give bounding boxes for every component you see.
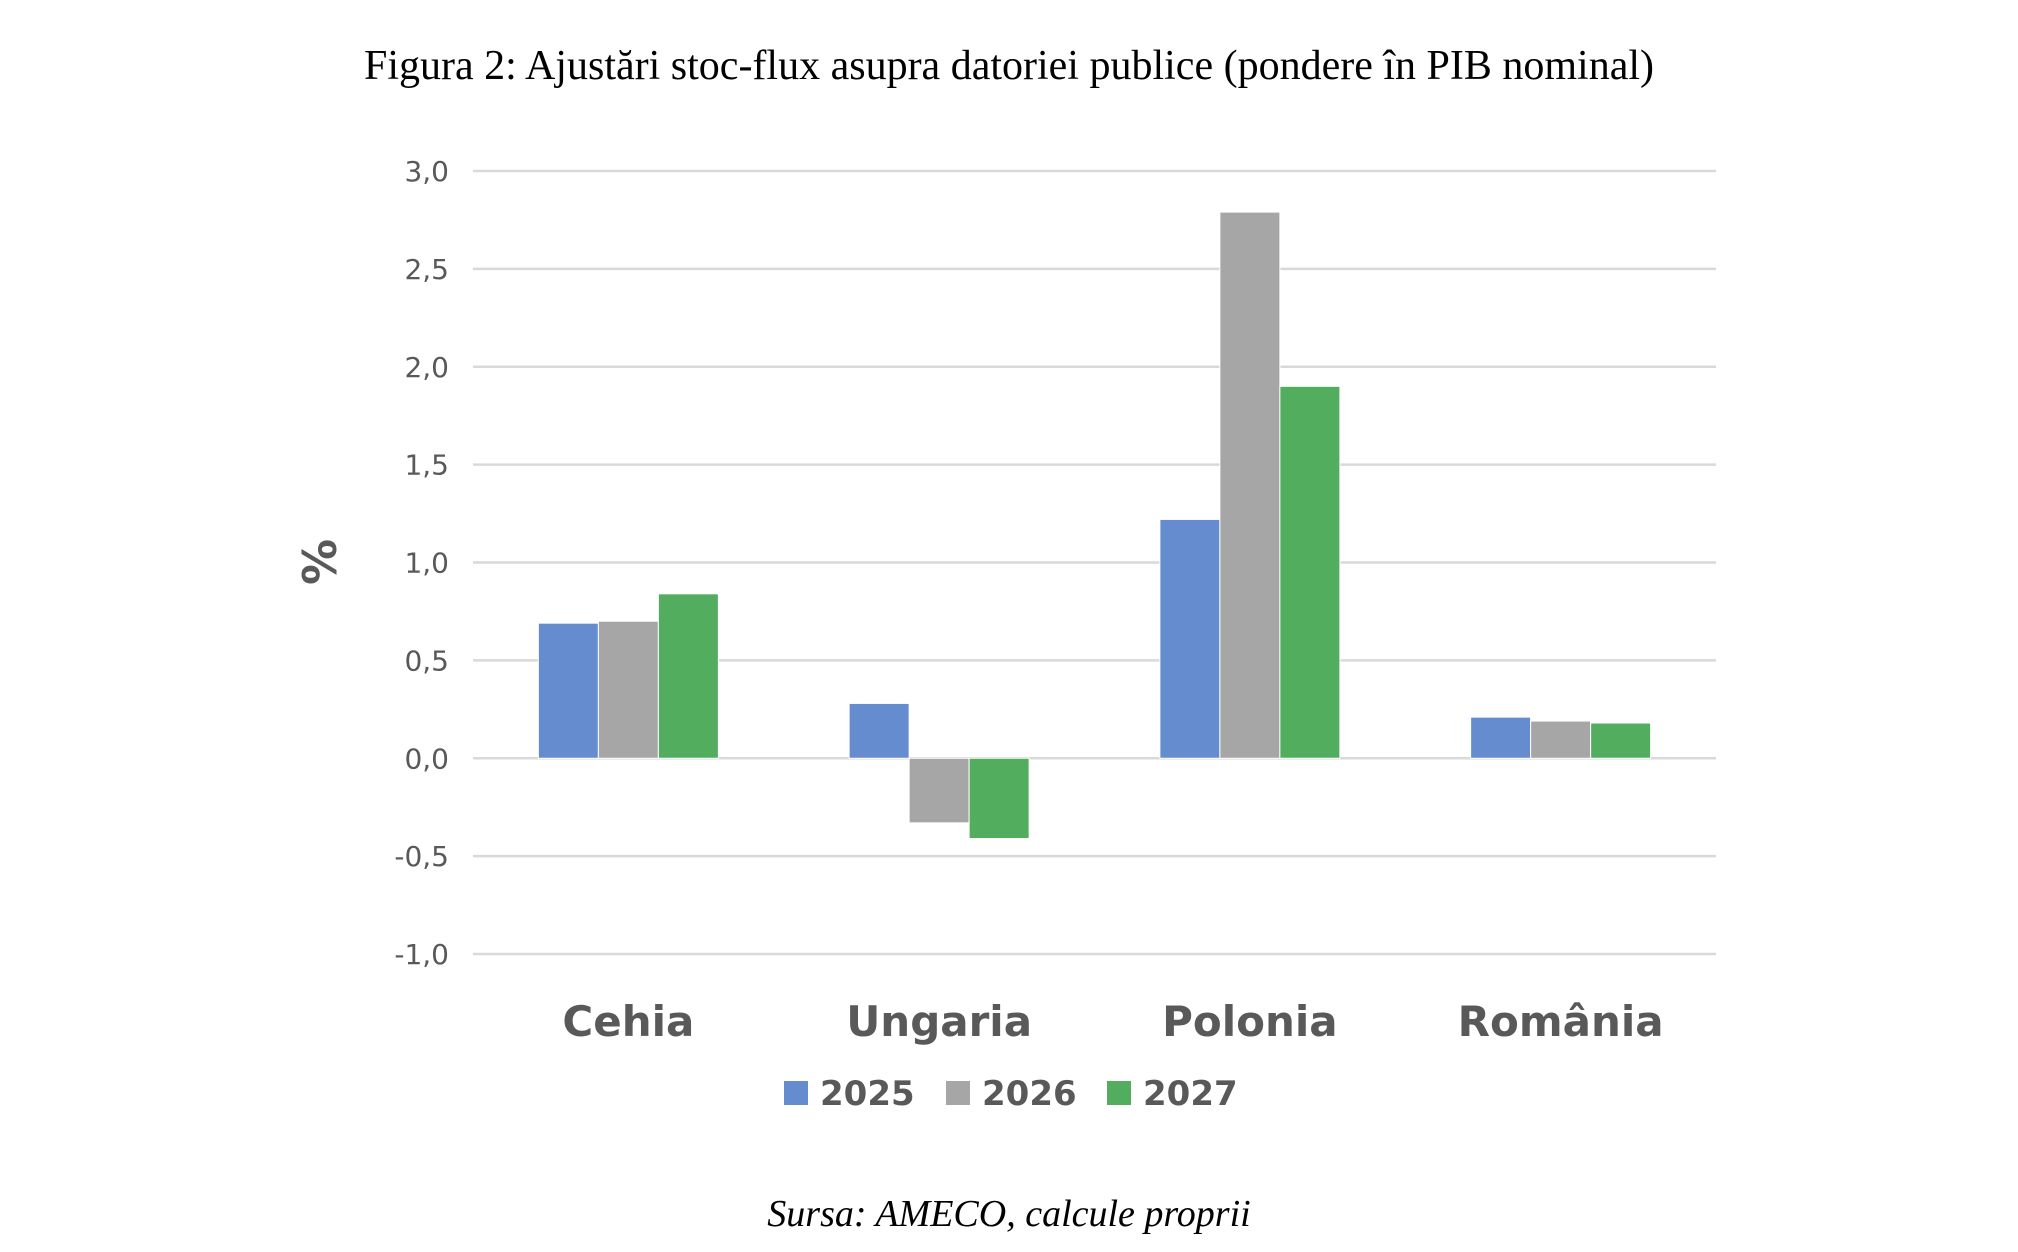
y-tick-label: 0,5 [404,644,449,677]
y-tick-label: 3,0 [404,155,449,188]
bar-2027-polonia [1279,385,1341,759]
legend-label: 2027 [1143,1074,1238,1114]
y-tick-label: -0,5 [394,840,449,873]
bar-2026-ungaria [908,757,970,824]
y-tick-label: 2,5 [404,253,449,286]
y-axis-label: % [293,539,347,585]
y-tick-label: -1,0 [394,938,449,971]
bar-2025-ungaria [848,702,910,759]
bar-2026-polonia [1219,211,1281,759]
y-tick-label: 0,0 [404,742,449,775]
category-label: Cehia [562,997,694,1046]
bar-2025-polonia [1159,518,1221,759]
bar-2027-românia [1590,722,1652,759]
y-tick-label: 1,0 [404,547,449,580]
chart-source: Sursa: AMECO, calcule proprii [767,1193,1251,1235]
bar-2026-cehia [597,620,659,759]
chart-title: Figura 2: Ajustări stoc-flux asupra dato… [363,43,1655,89]
category-label: Ungaria [846,997,1032,1046]
bar-2025-românia [1470,716,1532,759]
y-tick-label: 2,0 [404,351,449,384]
legend-label: 2026 [982,1074,1077,1114]
category-label: România [1458,997,1664,1046]
category-label: Polonia [1162,997,1338,1046]
y-tick-label: 1,5 [404,449,449,482]
legend-label: 2025 [820,1074,915,1114]
legend-swatch-2026 [946,1081,970,1105]
legend-swatch-2025 [784,1081,808,1105]
bar-2027-cehia [657,593,719,759]
bar-2025-cehia [537,622,599,759]
legend-swatch-2027 [1107,1081,1131,1105]
bar-2026-românia [1530,720,1592,759]
bar-2027-ungaria [968,757,1030,840]
